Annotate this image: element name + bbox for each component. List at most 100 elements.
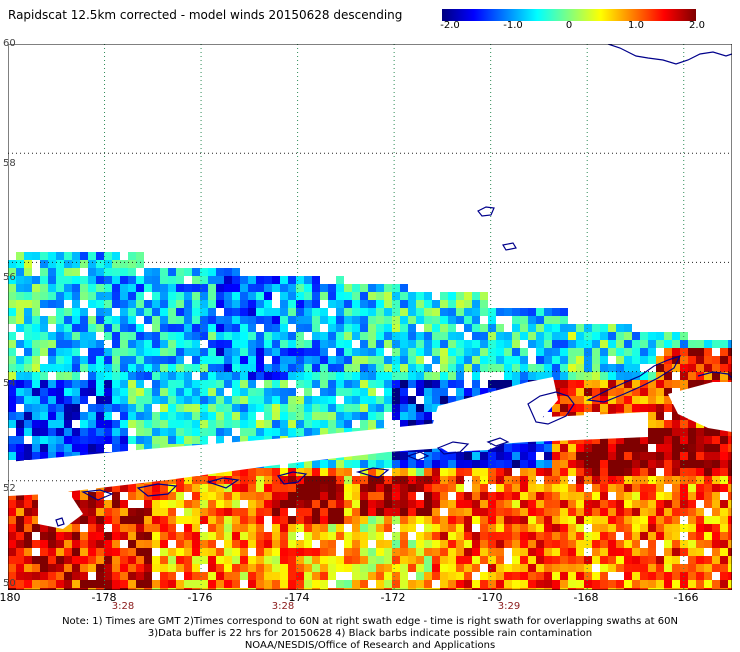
wind-cell — [320, 564, 328, 572]
wind-cell — [712, 476, 720, 484]
wind-cell — [104, 532, 112, 540]
wind-cell — [400, 372, 408, 380]
wind-cell — [24, 516, 32, 524]
wind-cell — [264, 428, 272, 436]
wind-cell — [584, 540, 592, 548]
wind-cell — [224, 492, 232, 500]
wind-cell — [144, 372, 152, 380]
wind-cell — [328, 572, 336, 580]
wind-cell — [232, 340, 240, 348]
wind-cell — [80, 316, 88, 324]
wind-cell — [448, 500, 456, 508]
wind-cell — [576, 468, 584, 476]
wind-cell — [616, 540, 624, 548]
wind-cell — [200, 548, 208, 556]
wind-cell — [448, 340, 456, 348]
wind-cell — [16, 372, 24, 380]
wind-cell — [384, 484, 392, 492]
wind-cell — [64, 532, 72, 540]
wind-cell — [16, 508, 24, 516]
wind-cell — [424, 308, 432, 316]
wind-cell — [400, 284, 408, 292]
wind-cell — [128, 556, 136, 564]
wind-cell — [256, 332, 264, 340]
wind-cell — [584, 380, 592, 388]
wind-cell — [632, 436, 640, 444]
wind-cell — [8, 508, 16, 516]
wind-cell — [520, 452, 528, 460]
wind-cell — [568, 548, 576, 556]
wind-cell — [520, 572, 528, 580]
wind-cell — [128, 396, 136, 404]
wind-cell — [240, 468, 248, 476]
wind-cell — [728, 500, 732, 508]
wind-cell — [72, 260, 80, 268]
wind-cell — [88, 420, 96, 428]
wind-cell — [328, 380, 336, 388]
wind-cell — [24, 500, 32, 508]
wind-cell — [720, 508, 728, 516]
wind-cell — [616, 340, 624, 348]
wind-cell — [208, 396, 216, 404]
wind-cell — [472, 508, 480, 516]
wind-cell — [632, 468, 640, 476]
wind-cell — [424, 548, 432, 556]
wind-cell — [368, 516, 376, 524]
wind-cell — [128, 332, 136, 340]
wind-cell — [216, 556, 224, 564]
wind-cell — [360, 572, 368, 580]
wind-cell — [32, 420, 40, 428]
wind-cell — [312, 412, 320, 420]
wind-cell — [72, 340, 80, 348]
wind-cell — [432, 372, 440, 380]
wind-cell — [656, 556, 664, 564]
wind-cell — [640, 516, 648, 524]
wind-cell — [552, 492, 560, 500]
wind-cell — [560, 476, 568, 484]
wind-cell — [96, 580, 104, 588]
wind-cell — [48, 388, 56, 396]
wind-cell — [136, 540, 144, 548]
wind-cell — [720, 564, 728, 572]
wind-cell — [184, 380, 192, 388]
wind-cell — [272, 580, 280, 588]
wind-cell — [624, 460, 632, 468]
wind-cell — [416, 404, 424, 412]
wind-cell — [280, 276, 288, 284]
wind-cell — [576, 572, 584, 580]
wind-cell — [8, 292, 16, 300]
wind-cell — [608, 500, 616, 508]
wind-cell — [224, 276, 232, 284]
wind-cell — [272, 324, 280, 332]
wind-cell — [344, 548, 352, 556]
wind-cell — [712, 556, 720, 564]
wind-cell — [600, 332, 608, 340]
wind-cell — [64, 436, 72, 444]
wind-cell — [128, 380, 136, 388]
wind-cell — [64, 412, 72, 420]
wind-cell — [568, 468, 576, 476]
wind-cell — [24, 364, 32, 372]
wind-cell — [432, 404, 440, 412]
wind-cell — [216, 436, 224, 444]
wind-cell — [224, 508, 232, 516]
wind-cell — [112, 284, 120, 292]
wind-cell — [552, 548, 560, 556]
wind-cell — [360, 476, 368, 484]
wind-cell — [192, 556, 200, 564]
wind-cell — [528, 460, 536, 468]
wind-cell — [8, 260, 16, 268]
wind-cell — [536, 444, 544, 452]
wind-cell — [216, 396, 224, 404]
wind-cell — [488, 564, 496, 572]
wind-cell — [240, 396, 248, 404]
wind-cell — [688, 532, 696, 540]
wind-cell — [16, 564, 24, 572]
wind-cell — [112, 316, 120, 324]
wind-cell — [520, 372, 528, 380]
wind-cell — [336, 364, 344, 372]
wind-cell — [472, 324, 480, 332]
lat-label: 58 — [3, 158, 16, 169]
wind-cell — [448, 364, 456, 372]
wind-cell — [296, 556, 304, 564]
